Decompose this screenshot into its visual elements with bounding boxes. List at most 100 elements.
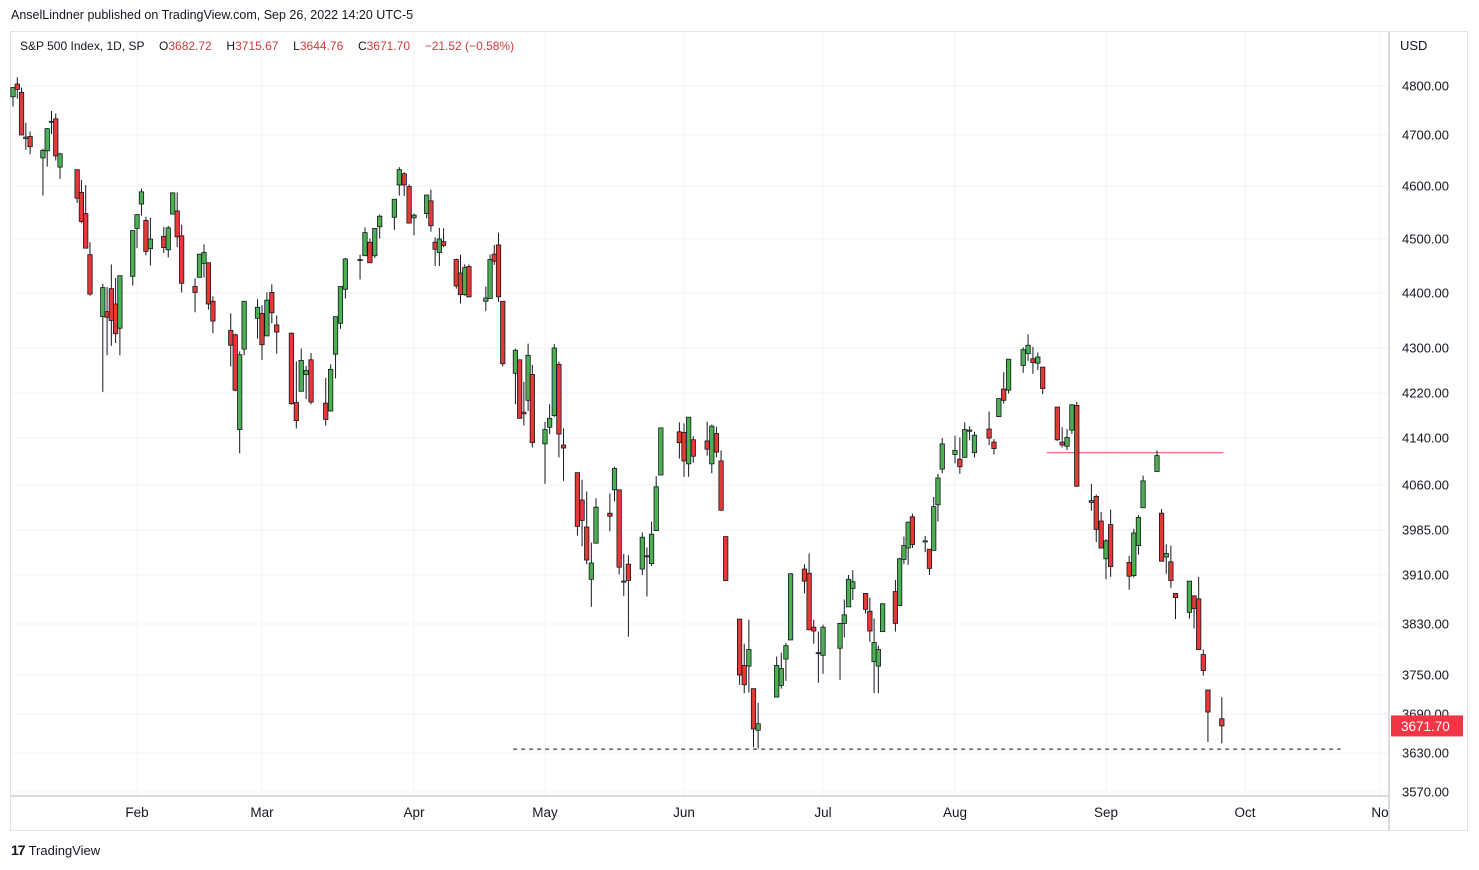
candle-down[interactable] [428,189,434,232]
candle-down[interactable] [560,428,567,481]
candle-down[interactable] [210,296,216,334]
candle-up[interactable] [1154,450,1160,472]
candle-down[interactable] [48,110,55,135]
candle-down[interactable] [690,436,696,463]
candle-up[interactable] [44,128,50,167]
candle-down[interactable] [607,493,613,532]
candle-down[interactable] [909,513,916,548]
candle-up[interactable] [1131,528,1137,578]
candle-up[interactable] [201,244,207,278]
candle-up[interactable] [241,300,247,356]
candle-down[interactable] [205,262,212,310]
candle-up[interactable] [117,275,123,356]
candle-down[interactable] [704,421,710,456]
candle-up[interactable] [996,398,1002,418]
candle-up[interactable] [138,188,145,216]
candle-down[interactable] [644,547,650,597]
candle-down[interactable] [991,439,997,455]
candle-up[interactable] [10,87,16,107]
candle-down[interactable] [53,113,59,161]
candle-up[interactable] [875,645,881,694]
candle-down[interactable] [957,437,963,474]
candle-up[interactable] [342,257,348,299]
candle-up[interactable] [1064,429,1070,451]
candle-up[interactable] [391,198,397,230]
candle-up[interactable] [935,473,941,522]
candle-up[interactable] [653,476,659,531]
candle-down[interactable] [228,313,234,367]
candle-up[interactable] [237,351,243,454]
candle-down[interactable] [457,254,464,304]
candle-down[interactable] [723,536,729,582]
candle-up[interactable] [130,230,136,286]
candle-down[interactable] [440,228,447,248]
candle-up[interactable] [593,498,599,544]
candle-down[interactable] [737,618,743,685]
candle-down[interactable] [862,592,869,614]
candle-up[interactable] [922,536,928,553]
candle-up[interactable] [1020,347,1026,373]
candle-down[interactable] [529,364,535,448]
candle-up[interactable] [40,148,46,196]
candle-down[interactable] [676,422,682,459]
candle-down[interactable] [521,381,527,426]
candle-up[interactable] [436,227,442,266]
candle-up[interactable] [1035,352,1041,370]
candle-up[interactable] [57,152,63,179]
candle-up[interactable] [755,702,761,749]
candle-down[interactable] [1001,372,1007,404]
candle-up[interactable] [845,575,852,608]
candle-down[interactable] [192,278,198,313]
candle-down[interactable] [926,548,933,575]
candle-up[interactable] [783,643,789,681]
candle-down[interactable] [104,287,110,356]
candle-down[interactable] [466,264,472,298]
candle-down[interactable] [274,315,280,354]
candle-up[interactable] [396,167,402,196]
candle-up[interactable] [100,283,106,392]
candle-down[interactable] [14,77,20,99]
candle-up[interactable] [621,554,627,596]
candle-down[interactable] [750,688,757,748]
candle-up[interactable] [746,619,752,693]
candle-up[interactable] [337,286,344,329]
candle-down[interactable] [625,555,632,637]
candle-up[interactable] [939,438,945,474]
candle-down[interactable] [811,619,817,644]
candle-down[interactable] [143,216,149,256]
candle-up[interactable] [897,557,903,607]
candle-up[interactable] [23,122,29,150]
candle-down[interactable] [161,226,167,254]
candle-up[interactable] [871,618,877,694]
candle-down[interactable] [174,192,180,248]
candle-down[interactable] [1205,689,1211,742]
candle-down[interactable] [1108,509,1114,577]
candle-up[interactable] [1069,404,1075,435]
candle-down[interactable] [108,264,114,346]
candle-down[interactable] [179,224,185,293]
candle-up[interactable] [487,254,493,299]
candle-down[interactable] [27,131,33,155]
candle-down[interactable] [1168,545,1174,588]
candle-down[interactable] [232,333,238,392]
candle-down[interactable] [1054,406,1060,441]
candle-down[interactable] [867,597,873,642]
candle-up[interactable] [362,227,368,257]
candle-down[interactable] [1040,366,1046,395]
candle-down[interactable] [269,284,275,324]
candle-down[interactable] [78,179,85,224]
candle-down[interactable] [293,361,299,429]
candle-down[interactable] [579,479,585,547]
candle-down[interactable] [495,232,502,302]
candle-up[interactable] [165,225,171,258]
candle-up[interactable] [971,431,978,458]
candle-down[interactable] [517,359,523,419]
candle-down[interactable] [556,361,562,458]
candle-up[interactable] [778,652,784,689]
candle-up[interactable] [551,344,557,418]
candle-down[interactable] [1159,509,1165,562]
candle-up[interactable] [462,264,468,296]
candle-up[interactable] [525,343,531,411]
candle-up[interactable] [483,286,489,312]
